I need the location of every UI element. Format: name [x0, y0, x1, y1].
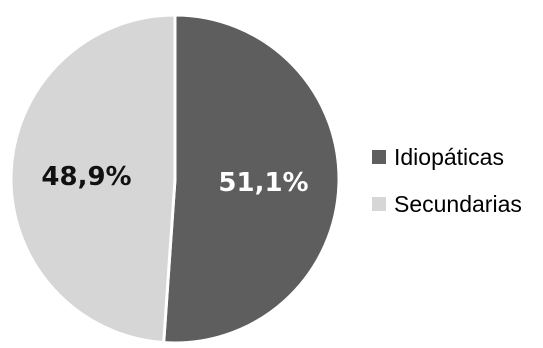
labels-layer: 51,1% 48,9% — [41, 162, 308, 198]
pie-slice-secundarias — [9, 13, 177, 345]
legend-label-idiopaticas: Idiopáticas — [394, 144, 504, 170]
legend-swatch-idiopaticas — [372, 150, 386, 164]
legend-item-idiopaticas: Idiopáticas — [372, 144, 504, 170]
pie-slice-idiopaticas — [162, 13, 341, 345]
legend: Idiopáticas Secundarias — [372, 144, 522, 217]
slices-layer — [9, 13, 341, 345]
data-label-idiopaticas: 51,1% — [218, 168, 308, 198]
data-label-secundarias: 48,9% — [41, 162, 131, 192]
legend-item-secundarias: Secundarias — [372, 191, 522, 217]
legend-label-secundarias: Secundarias — [394, 191, 522, 217]
legend-swatch-secundarias — [372, 197, 386, 211]
